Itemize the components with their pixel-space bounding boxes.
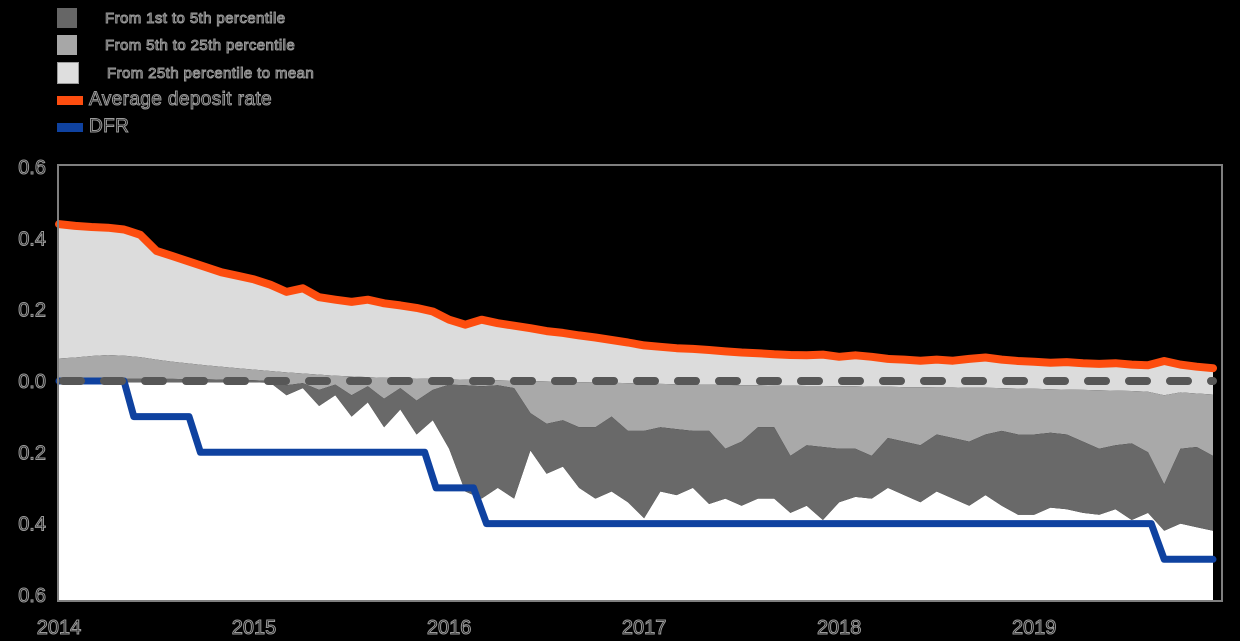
average-deposit-rate-line [55, 220, 1217, 373]
y-axis-label: 0.0 [18, 371, 46, 393]
plot-frame [57, 164, 1223, 602]
legend-label: Average deposit rate [89, 89, 273, 111]
legend-item-25th-percentile-to-mean: From 25th percentile to mean [57, 62, 314, 84]
legend-label: From 25th percentile to mean [106, 64, 315, 82]
below-1st-percentile-area [59, 382, 1213, 600]
y-axis-label: 0.4 [18, 228, 46, 250]
y-axis-label: 0.2 [18, 442, 46, 464]
legend-item-1st-5th-percentile: From 1st to 5th percentile [57, 8, 286, 28]
x-axis-label: 2019 [1012, 617, 1057, 639]
legend-label: From 1st to 5th percentile [104, 9, 286, 27]
band-p5-to-p1 [59, 378, 1213, 531]
band-p25-to-p5 [59, 355, 1213, 485]
band-mean-to-p25 [59, 224, 1213, 396]
dfr-line [55, 377, 1217, 563]
y-axis-label: 0.6 [18, 157, 46, 179]
orange-line-swatch [57, 95, 83, 105]
legend-item-dfr: DFR [57, 116, 129, 138]
x-axis-label: 2016 [427, 617, 472, 639]
x-axis-label: 2014 [37, 617, 82, 639]
blue-line-swatch [57, 122, 83, 132]
legend-item-average-deposit-rate: Average deposit rate [57, 89, 272, 111]
x-axis-label: 2015 [232, 617, 277, 639]
legend-label: DFR [88, 116, 130, 138]
y-axis-label: 0.2 [18, 300, 46, 322]
legend-label: From 5th to 25th percentile [104, 36, 296, 54]
y-axis-label: 0.6 [18, 585, 46, 607]
dark-gray-band-swatch [57, 8, 77, 28]
y-axis-label: 0.4 [18, 514, 46, 536]
x-axis-label: 2018 [817, 617, 862, 639]
legend-item-5th-25th-percentile: From 5th to 25th percentile [57, 35, 295, 55]
medium-gray-band-swatch [57, 35, 77, 55]
x-axis-label: 2017 [622, 617, 667, 639]
light-gray-band-swatch [57, 62, 79, 84]
